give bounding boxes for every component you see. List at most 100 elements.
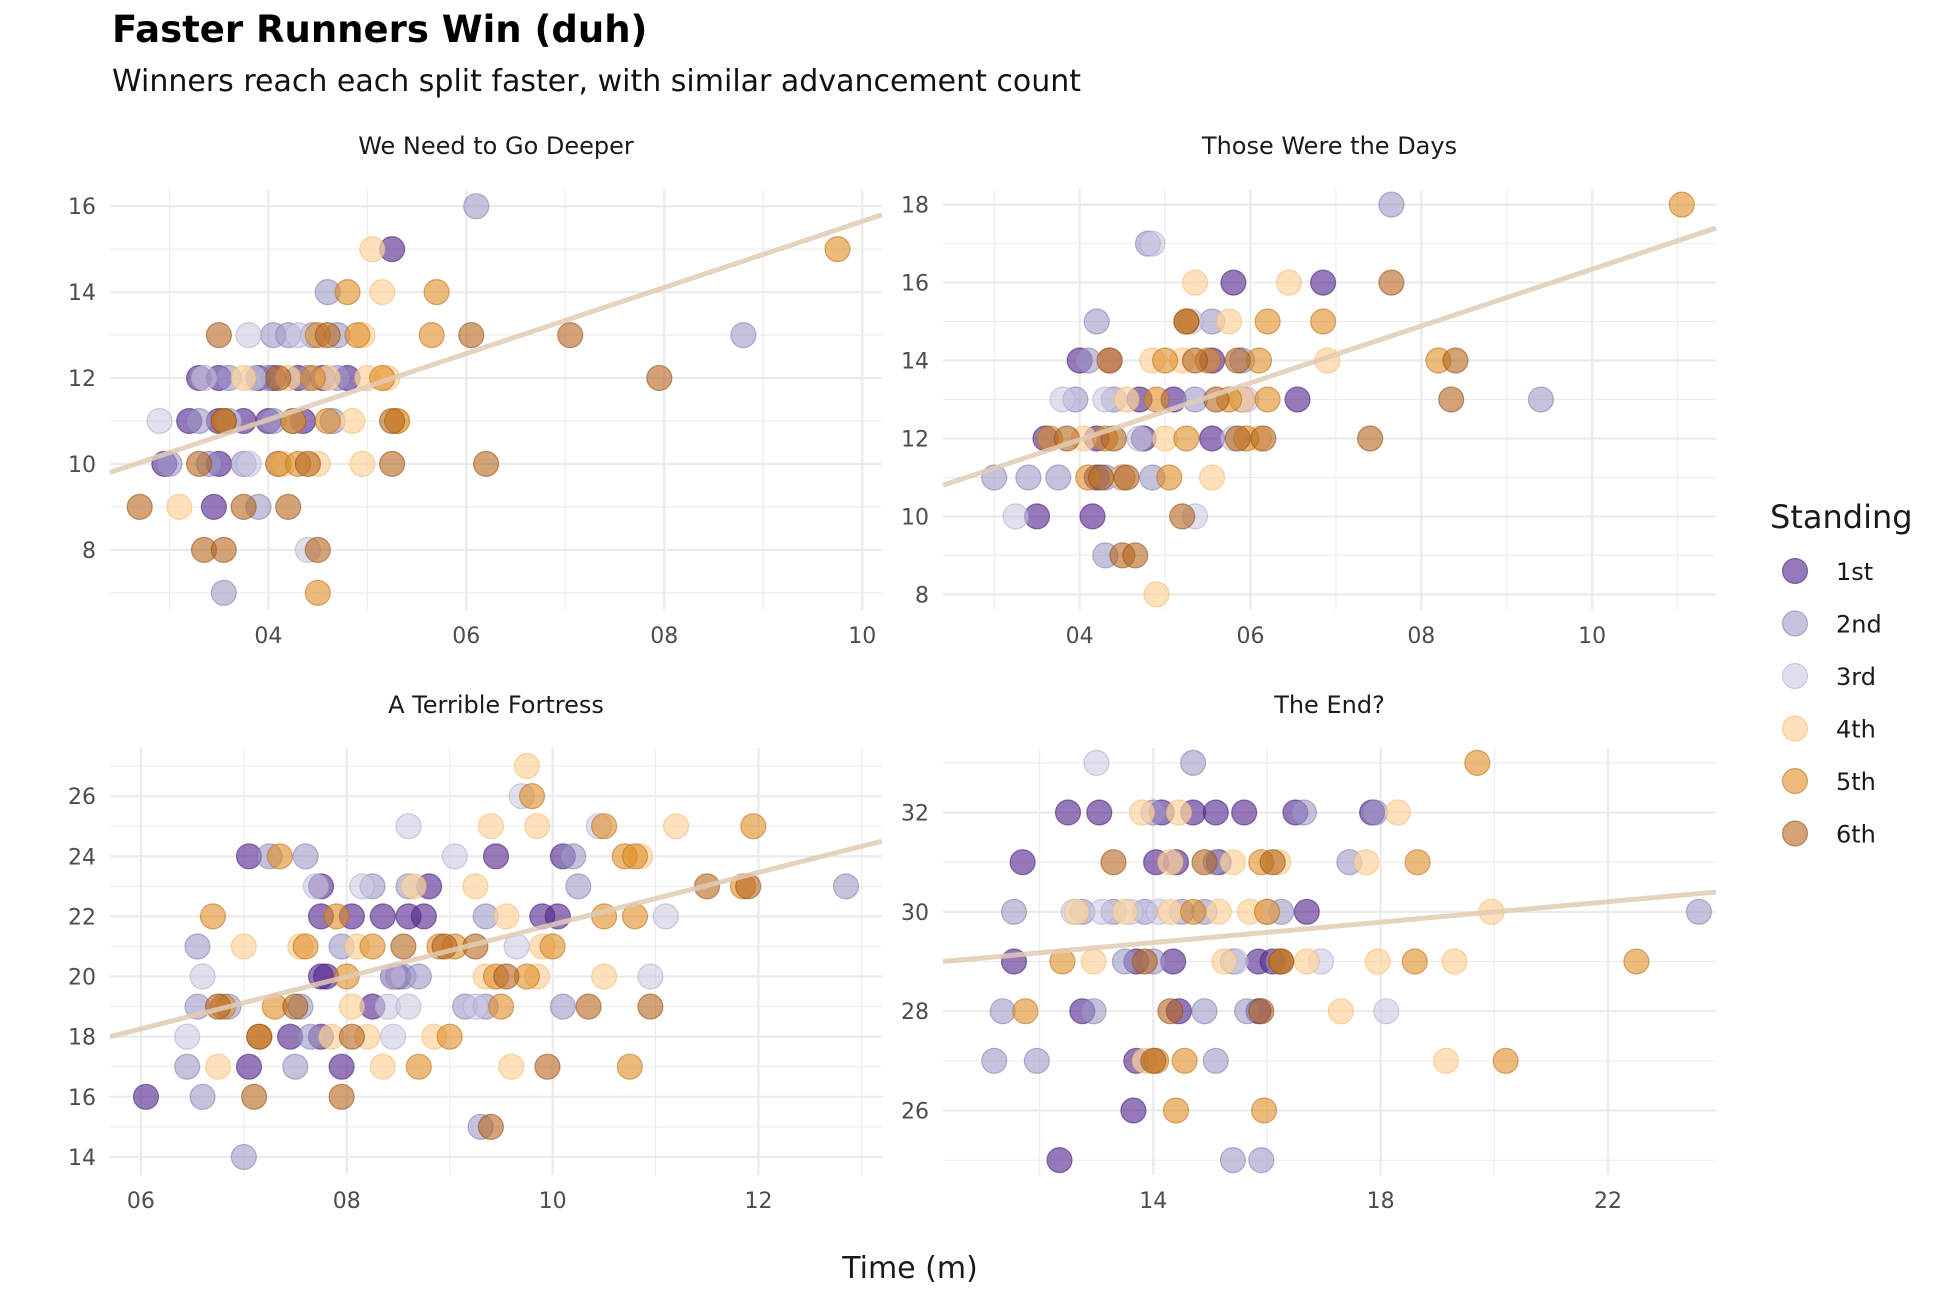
- data-point-5th: [344, 322, 371, 349]
- data-point-4th: [662, 813, 690, 840]
- data-point-6th: [379, 450, 406, 477]
- data-point-5th: [1151, 347, 1179, 374]
- data-point-4th: [349, 450, 376, 477]
- x-tick-label: 12: [744, 1189, 772, 1214]
- data-point-2nd: [1045, 464, 1072, 491]
- data-point-5th: [1250, 1097, 1278, 1124]
- data-point-6th: [575, 993, 602, 1020]
- data-point-3rd: [1049, 386, 1076, 413]
- x-tick-label: 06: [1236, 624, 1264, 649]
- data-point-5th: [1254, 308, 1281, 335]
- data-point-6th: [1250, 425, 1277, 452]
- data-point-2nd: [189, 1083, 216, 1110]
- data-point-1st: [1284, 386, 1311, 413]
- data-point-4th: [1080, 948, 1107, 975]
- y-tick-label: 32: [901, 802, 929, 827]
- x-tick-label: 18: [1367, 1189, 1395, 1214]
- data-point-6th: [230, 493, 257, 520]
- y-tick-label: 16: [68, 195, 96, 220]
- x-tick-label: 04: [1066, 624, 1094, 649]
- data-point-5th: [1401, 948, 1428, 975]
- data-point-6th: [646, 364, 673, 392]
- data-point-2nd: [1080, 998, 1107, 1025]
- data-point-3rd: [190, 364, 218, 392]
- data-point-2nd: [549, 993, 577, 1020]
- data-point-6th: [473, 450, 500, 477]
- y-tick-label: 20: [68, 966, 96, 991]
- y-tick-label: 24: [68, 845, 96, 870]
- data-point-6th: [557, 322, 584, 349]
- data-point-4th: [1211, 948, 1238, 975]
- data-point-2nd: [282, 1053, 309, 1080]
- data-point-5th: [518, 782, 546, 810]
- data-point-4th: [166, 493, 193, 520]
- data-point-4th: [477, 813, 504, 840]
- data-point-6th: [379, 407, 406, 435]
- data-point-6th: [1122, 542, 1149, 569]
- facet-title: We Need to Go Deeper: [358, 132, 634, 160]
- data-point-2nd: [1685, 898, 1713, 925]
- data-point-3rd: [189, 963, 216, 990]
- data-point-1st: [1293, 898, 1320, 925]
- data-point-4th: [1113, 386, 1140, 413]
- facet-title: A Terrible Fortress: [388, 691, 604, 719]
- data-point-6th: [294, 450, 321, 477]
- data-point-6th: [534, 1053, 561, 1080]
- trend-line: [942, 225, 1717, 488]
- data-point-5th: [334, 279, 361, 306]
- legend-label: 1st: [1836, 558, 1873, 586]
- data-point-4th: [1165, 799, 1193, 826]
- data-point-6th: [1259, 849, 1286, 876]
- data-point-4th: [1181, 269, 1209, 296]
- y-tick-label: 14: [901, 350, 929, 375]
- data-point-1st: [1054, 799, 1082, 826]
- data-point-5th: [1173, 425, 1200, 452]
- data-point-5th: [1012, 998, 1039, 1025]
- chart-subtitle: Winners reach each split faster, with si…: [112, 64, 1082, 99]
- data-point-2nd: [405, 963, 432, 990]
- data-point-1st: [1220, 269, 1247, 296]
- data-point-5th: [436, 1023, 463, 1050]
- data-point-6th: [458, 322, 485, 349]
- data-point-2nd: [1083, 308, 1110, 335]
- data-point-3rd: [395, 993, 422, 1020]
- data-point-1st: [1009, 849, 1036, 876]
- data-point-1st: [410, 903, 437, 930]
- y-tick-label: 28: [901, 1000, 929, 1025]
- data-point-6th: [1087, 464, 1115, 491]
- data-point-4th: [1157, 849, 1184, 876]
- data-point-5th: [1171, 1047, 1198, 1074]
- data-point-2nd: [1015, 464, 1042, 491]
- legend-label: 6th: [1836, 821, 1876, 849]
- data-point-6th: [1268, 948, 1295, 975]
- data-point-4th: [1384, 799, 1411, 826]
- data-point-4th: [1441, 948, 1468, 975]
- data-point-6th: [1224, 425, 1251, 452]
- data-point-5th: [292, 933, 319, 960]
- data-point-5th: [1623, 948, 1650, 975]
- data-point-5th: [539, 933, 566, 960]
- data-point-4th: [1353, 849, 1380, 876]
- data-point-2nd: [989, 998, 1016, 1025]
- facet-panel-1: 04 06 08 10 8 10 12 14 16 We Need to Go Deeper: [68, 132, 883, 649]
- data-point-5th: [1492, 1047, 1519, 1074]
- data-point-2nd: [1202, 1047, 1229, 1074]
- data-point-5th: [299, 364, 326, 392]
- data-point-5th: [1162, 1097, 1190, 1124]
- data-point-5th: [824, 236, 851, 263]
- data-point-2nd: [1378, 191, 1405, 218]
- data-point-2nd: [463, 193, 490, 220]
- data-point-4th: [590, 963, 618, 990]
- x-tick-label: 06: [127, 1189, 155, 1214]
- data-point-2nd: [1219, 1146, 1247, 1174]
- y-tick-label: 14: [68, 281, 96, 306]
- data-point-3rd: [395, 813, 422, 840]
- data-point-2nd: [1023, 1047, 1050, 1074]
- data-point-4th: [205, 1053, 232, 1080]
- data-point-4th: [339, 407, 366, 435]
- x-tick-label: 08: [333, 1189, 361, 1214]
- data-point-2nd: [1191, 998, 1218, 1025]
- data-point-6th: [126, 493, 153, 520]
- data-point-4th: [1293, 948, 1320, 975]
- data-point-3rd: [235, 450, 262, 477]
